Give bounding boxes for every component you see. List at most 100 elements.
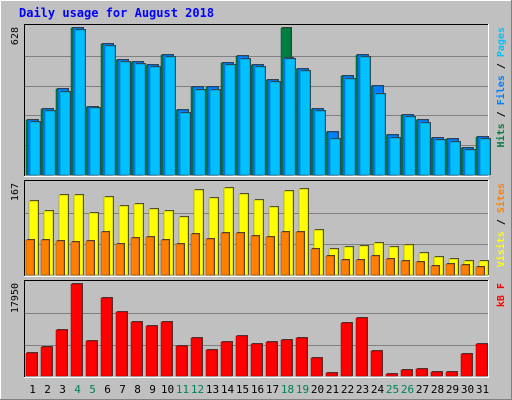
bar-pages-day-10	[164, 56, 176, 176]
bar-pages-day-20	[314, 110, 326, 176]
legend-separator: /	[496, 57, 507, 75]
x-tick-label: 31	[476, 383, 489, 396]
bar-sites-day-8	[130, 237, 140, 276]
bar-kbytes-day-31	[475, 343, 488, 377]
legend-entry-hits: Hits	[495, 123, 507, 147]
chart-panels: 628 Hits / Files / Pages 167 Visits / Sites…	[10, 24, 507, 378]
x-tick-label: 25	[386, 383, 399, 396]
x-tick-label: 2	[44, 383, 51, 396]
bar-pages-day-25	[389, 137, 401, 176]
bar-pages-day-19	[299, 70, 311, 176]
bar-pages-day-29	[449, 141, 461, 176]
legend-entry-files: Files	[495, 75, 507, 105]
x-tick-label: 21	[326, 383, 339, 396]
panel-kbytes: 17950 kB F	[10, 280, 507, 378]
bar-kbytes-day-12	[190, 337, 203, 377]
bar-sites-day-14	[220, 232, 230, 276]
bar-pages-day-23	[359, 56, 371, 176]
panel-max-label: 17950	[10, 283, 21, 313]
x-tick-label: 20	[311, 383, 324, 396]
x-tick-label: 11	[176, 383, 189, 396]
bar-sites-day-2	[40, 239, 50, 276]
bar-kbytes-day-18	[280, 339, 293, 377]
panel-visits: 167 Visits / Sites	[10, 180, 507, 277]
bar-pages-day-8	[134, 63, 146, 176]
x-tick-label: 4	[74, 383, 81, 396]
x-tick-label: 22	[341, 383, 354, 396]
bar-kbytes-day-11	[175, 345, 188, 377]
bar-kbytes-day-7	[115, 311, 128, 377]
bar-sites-day-24	[370, 255, 380, 276]
bar-sites-day-27	[415, 261, 425, 276]
bar-sites-day-12	[190, 233, 200, 276]
bar-pages-day-6	[104, 45, 116, 176]
panel-legend-visits: Visits / Sites	[495, 183, 507, 267]
bar-pages-day-17	[269, 81, 281, 176]
x-tick-label: 7	[119, 383, 126, 396]
x-tick-label: 26	[401, 383, 414, 396]
bar-kbytes-day-2	[40, 346, 53, 377]
x-tick-label: 6	[104, 383, 111, 396]
bar-pages-day-7	[119, 61, 131, 176]
x-tick-label: 5	[89, 383, 96, 396]
legend-separator: /	[496, 213, 507, 231]
x-axis-tick-labels: 1 2 3 4 5 6 7 8 9 10 11 12 13 14 15 16 17 18 19 20 21 22 23 24 2…	[29, 383, 489, 396]
bar-sites-day-19	[295, 231, 305, 276]
bar-pages-day-18	[284, 58, 296, 176]
legend-separator: /	[496, 105, 507, 123]
x-tick-label: 18	[281, 383, 294, 396]
bar-sites-day-25	[385, 258, 395, 276]
bar-sites-day-20	[310, 248, 320, 276]
x-tick-label: 29	[446, 383, 459, 396]
series-sites	[25, 231, 485, 276]
bar-kbytes-day-17	[265, 341, 278, 377]
legend-entry-sites: Sites	[495, 183, 507, 213]
bar-pages-day-21	[329, 138, 341, 176]
x-tick-label: 1	[29, 383, 36, 396]
bar-pages-day-22	[344, 78, 356, 176]
bar-sites-day-6	[100, 231, 110, 276]
bar-pages-day-9	[149, 66, 161, 176]
bar-pages-day-11	[179, 112, 191, 176]
bar-pages-day-13	[209, 89, 221, 176]
bar-kbytes-day-16	[250, 343, 263, 377]
x-tick-label: 24	[371, 383, 385, 396]
legend-entry-pages: Pages	[496, 27, 507, 57]
x-tick-label: 28	[431, 383, 444, 396]
bar-sites-day-3	[55, 240, 65, 276]
panel-legend-hits: Hits / Files / Pages	[495, 27, 507, 147]
bar-sites-day-5	[85, 240, 95, 276]
bar-pages-day-5	[89, 107, 101, 176]
bar-kbytes-day-22	[340, 322, 353, 377]
x-tick-label: 14	[221, 383, 235, 396]
bar-sites-day-15	[235, 232, 245, 276]
bar-kbytes-day-24	[370, 350, 383, 377]
bar-pages-day-28	[434, 139, 446, 176]
bar-kbytes-day-5	[85, 340, 98, 377]
bar-sites-day-16	[250, 235, 260, 276]
bar-sites-day-18	[280, 231, 290, 276]
bar-kbytes-day-3	[55, 329, 68, 377]
x-tick-label: 9	[149, 383, 156, 396]
panel-hits: 628 Hits / Files / Pages	[10, 24, 507, 177]
bar-kbytes-day-29	[445, 371, 458, 377]
bar-sites-day-9	[145, 236, 155, 276]
bar-sites-day-7	[115, 243, 125, 276]
bar-sites-day-21	[325, 255, 335, 276]
x-tick-label: 3	[59, 383, 66, 396]
bar-sites-day-23	[355, 259, 365, 276]
panel-max-label: 628	[10, 27, 21, 45]
x-tick-label: 27	[416, 383, 429, 396]
x-tick-label: 13	[206, 383, 219, 396]
x-tick-label: 8	[134, 383, 141, 396]
bar-kbytes-day-26	[400, 369, 413, 377]
bar-kbytes-day-8	[130, 321, 143, 377]
bar-sites-day-4	[70, 241, 80, 276]
bar-sites-day-31	[475, 266, 485, 276]
bar-sites-day-17	[265, 236, 275, 276]
bar-pages-day-31	[479, 138, 491, 176]
bar-kbytes-day-19	[295, 337, 308, 377]
bar-pages-day-3	[59, 91, 71, 176]
bar-kbytes-day-15	[235, 335, 248, 377]
